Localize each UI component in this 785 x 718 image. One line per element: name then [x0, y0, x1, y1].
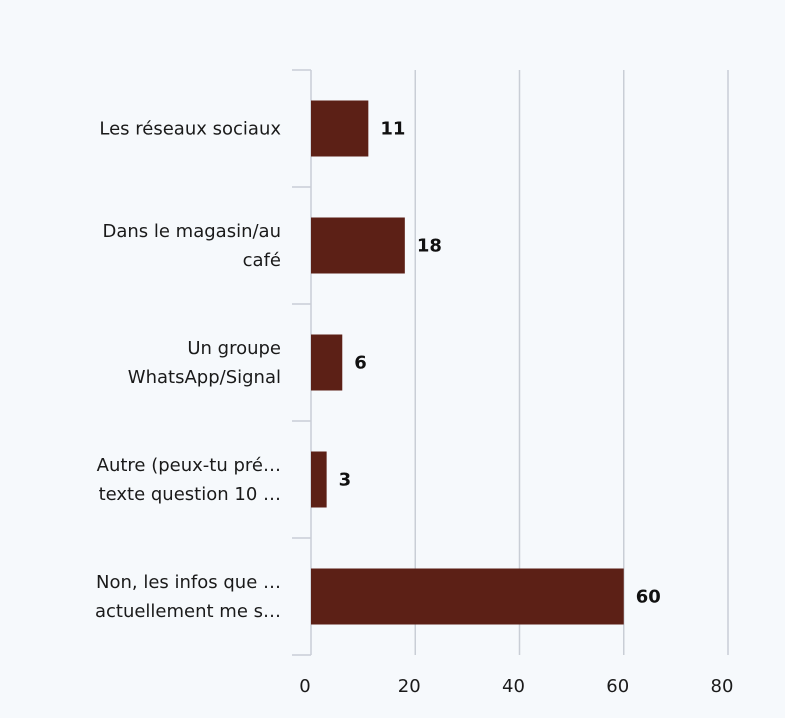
x-tick-label: 20 — [398, 676, 421, 697]
bar — [311, 217, 405, 274]
x-tick-label: 80 — [711, 676, 734, 697]
x-tick-label: 0 — [299, 676, 310, 697]
category-labels: Les réseaux sociaux Dans le magasin/au caf… — [95, 119, 281, 623]
category-label: texte question 10 … — [99, 484, 281, 505]
data-label: 11 — [380, 119, 405, 140]
category-label: Un groupe — [187, 338, 281, 359]
bars — [311, 100, 624, 625]
gridlines — [414, 70, 729, 655]
category-label: WhatsApp/Signal — [128, 367, 281, 388]
category-axis — [292, 69, 312, 656]
bar — [311, 100, 369, 157]
data-label: 18 — [417, 236, 442, 257]
bar — [311, 568, 624, 625]
category-label: Non, les infos que … — [96, 572, 281, 593]
data-label: 3 — [339, 470, 352, 491]
category-label: Dans le magasin/au — [102, 221, 281, 242]
x-tick-label: 60 — [606, 676, 629, 697]
bar — [311, 451, 327, 508]
x-tick-labels: 0 20 40 60 80 — [299, 676, 733, 697]
x-tick-label: 40 — [502, 676, 525, 697]
data-labels: 11 18 6 3 60 — [339, 119, 661, 608]
category-label: Les réseaux sociaux — [99, 119, 281, 140]
category-label: actuellement me s… — [95, 601, 281, 622]
data-label: 6 — [354, 353, 367, 374]
bar — [311, 334, 343, 391]
category-label: Autre (peux-tu pré… — [97, 455, 281, 476]
data-label: 60 — [636, 587, 661, 608]
category-label: café — [243, 250, 281, 271]
